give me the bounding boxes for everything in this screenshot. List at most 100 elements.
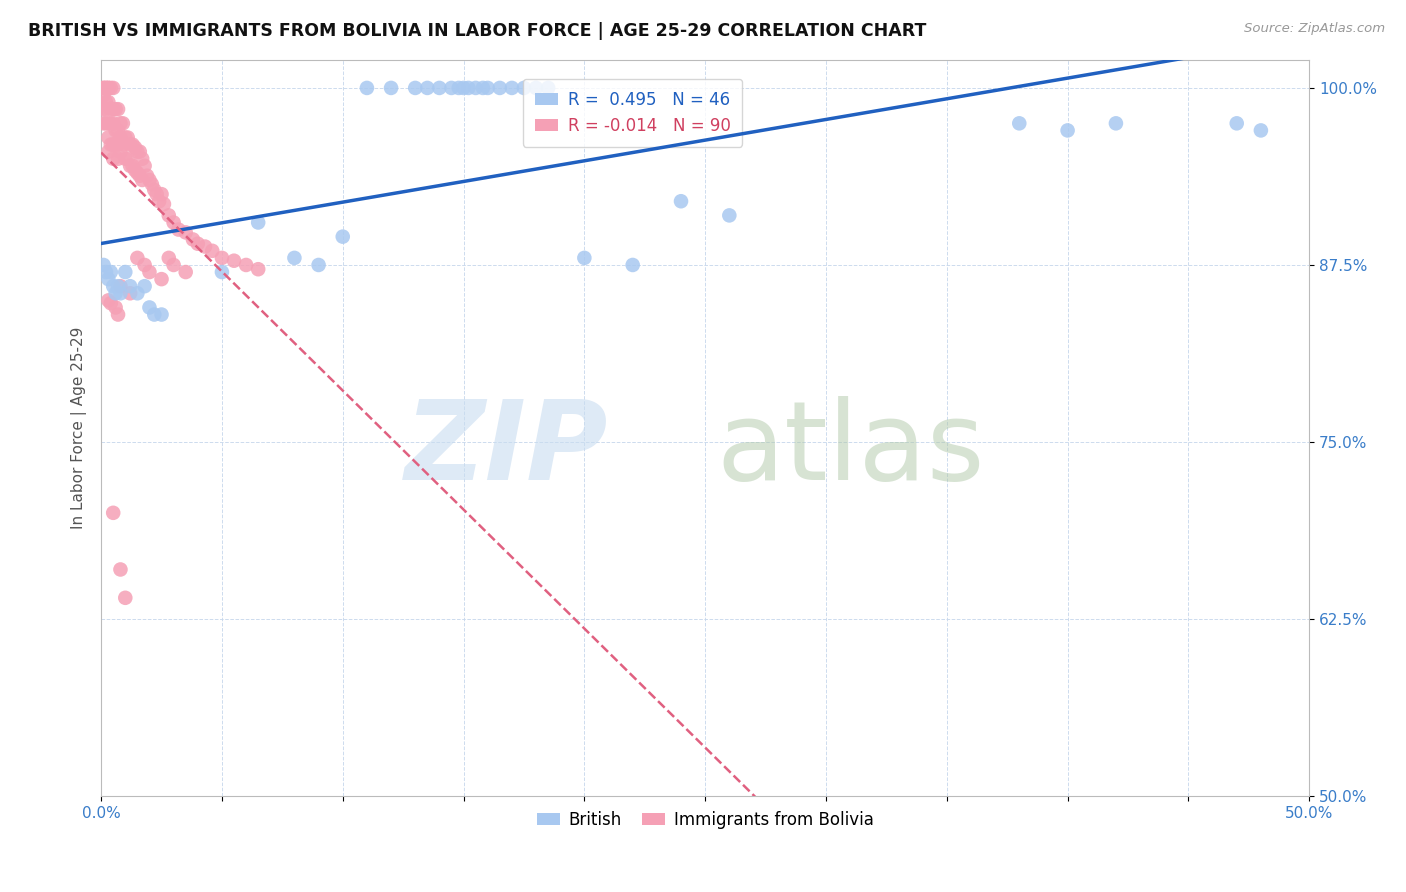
Point bbox=[141, 178, 163, 192]
Point bbox=[97, 293, 120, 308]
Point bbox=[117, 130, 139, 145]
Point bbox=[669, 194, 692, 209]
Point bbox=[100, 265, 122, 279]
Point bbox=[187, 236, 209, 251]
Text: BRITISH VS IMMIGRANTS FROM BOLIVIA IN LABOR FORCE | AGE 25-29 CORRELATION CHART: BRITISH VS IMMIGRANTS FROM BOLIVIA IN LA… bbox=[28, 22, 927, 40]
Point bbox=[150, 272, 173, 286]
Point bbox=[181, 232, 204, 246]
Point bbox=[120, 137, 142, 152]
Point bbox=[148, 194, 170, 209]
Point bbox=[93, 88, 115, 103]
Point bbox=[162, 215, 184, 229]
Point bbox=[111, 137, 134, 152]
Point bbox=[103, 81, 125, 95]
Point bbox=[94, 81, 117, 95]
Y-axis label: In Labor Force | Age 25-29: In Labor Force | Age 25-29 bbox=[72, 326, 87, 529]
Point bbox=[127, 166, 149, 180]
Point bbox=[157, 251, 180, 265]
Point bbox=[107, 279, 129, 293]
Point bbox=[107, 137, 129, 152]
Point bbox=[440, 81, 463, 95]
Point bbox=[104, 123, 127, 137]
Point bbox=[247, 262, 270, 277]
Point bbox=[100, 137, 122, 152]
Point bbox=[93, 258, 115, 272]
Point bbox=[107, 123, 129, 137]
Point bbox=[97, 145, 120, 159]
Point bbox=[211, 265, 233, 279]
Point bbox=[121, 137, 143, 152]
Point bbox=[93, 102, 115, 116]
Point bbox=[103, 137, 125, 152]
Point bbox=[127, 251, 149, 265]
Point bbox=[513, 81, 536, 95]
Point bbox=[143, 183, 166, 197]
Point bbox=[138, 173, 160, 187]
Point bbox=[1008, 116, 1031, 130]
Point bbox=[471, 81, 494, 95]
Point bbox=[574, 251, 596, 265]
Point bbox=[447, 81, 470, 95]
Point bbox=[134, 159, 156, 173]
Point bbox=[107, 102, 129, 116]
Point bbox=[131, 152, 153, 166]
Point bbox=[103, 116, 125, 130]
Point bbox=[308, 258, 330, 272]
Point bbox=[247, 215, 270, 229]
Point bbox=[134, 258, 156, 272]
Point bbox=[162, 258, 184, 272]
Point bbox=[97, 81, 120, 95]
Point bbox=[110, 130, 132, 145]
Point bbox=[457, 81, 479, 95]
Point bbox=[1056, 123, 1078, 137]
Point bbox=[138, 265, 160, 279]
Point bbox=[145, 187, 167, 202]
Point bbox=[100, 296, 122, 310]
Point bbox=[477, 81, 499, 95]
Point bbox=[194, 239, 217, 253]
Point bbox=[120, 279, 142, 293]
Point bbox=[103, 279, 125, 293]
Point bbox=[93, 116, 115, 130]
Point bbox=[103, 506, 125, 520]
Legend: British, Immigrants from Bolivia: British, Immigrants from Bolivia bbox=[530, 805, 880, 836]
Point bbox=[138, 301, 160, 315]
Point bbox=[100, 81, 122, 95]
Point bbox=[429, 81, 451, 95]
Point bbox=[131, 173, 153, 187]
Point bbox=[114, 130, 136, 145]
Point bbox=[235, 258, 257, 272]
Text: ZIP: ZIP bbox=[405, 396, 609, 503]
Point bbox=[100, 102, 122, 116]
Point bbox=[134, 279, 156, 293]
Point bbox=[404, 81, 426, 95]
Point bbox=[332, 229, 354, 244]
Text: Source: ZipAtlas.com: Source: ZipAtlas.com bbox=[1244, 22, 1385, 36]
Point bbox=[621, 258, 644, 272]
Point bbox=[100, 116, 122, 130]
Point bbox=[124, 163, 146, 178]
Point bbox=[524, 81, 547, 95]
Point bbox=[94, 116, 117, 130]
Point bbox=[174, 265, 197, 279]
Point bbox=[117, 152, 139, 166]
Point bbox=[94, 81, 117, 95]
Point bbox=[103, 152, 125, 166]
Point bbox=[120, 159, 142, 173]
Point bbox=[104, 286, 127, 301]
Point bbox=[157, 208, 180, 222]
Point bbox=[94, 95, 117, 109]
Point bbox=[143, 308, 166, 322]
Point bbox=[94, 265, 117, 279]
Point bbox=[111, 116, 134, 130]
Point bbox=[150, 187, 173, 202]
Point bbox=[120, 286, 142, 301]
Point bbox=[153, 197, 176, 211]
Point bbox=[128, 169, 150, 183]
Point bbox=[136, 169, 159, 183]
Point bbox=[222, 253, 245, 268]
Point bbox=[110, 279, 132, 293]
Point bbox=[201, 244, 224, 258]
Point bbox=[1250, 123, 1272, 137]
Point bbox=[107, 152, 129, 166]
